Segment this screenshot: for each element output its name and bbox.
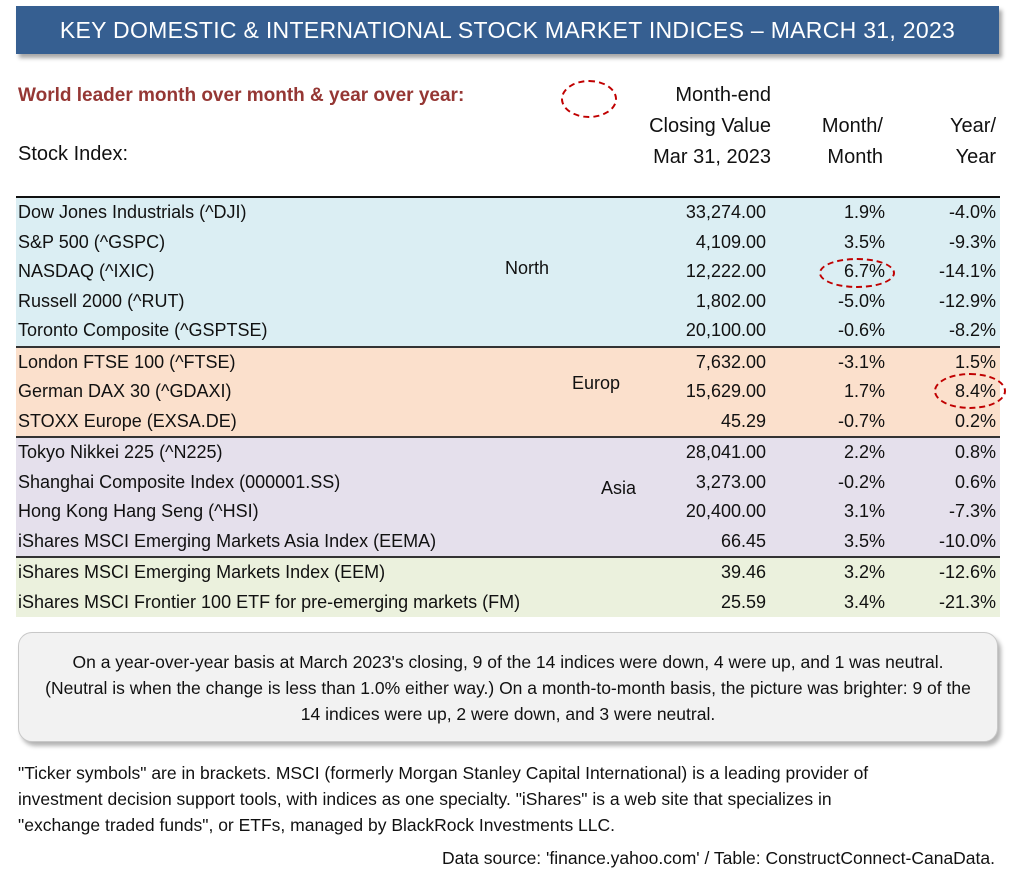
closing-value: 4,109.00 <box>695 231 766 252</box>
region-label-asia: Asia <box>601 478 637 498</box>
index-name: German DAX 30 (^GDAXI) <box>18 381 232 401</box>
closing-value: 45.29 <box>720 410 766 431</box>
table-row: Hong Kong Hang Seng (^HSI) 20,400.00 3.1% -… <box>16 497 1000 527</box>
month-over-month-change: 3.2% <box>843 562 885 582</box>
month-over-month-change: -0.2% <box>837 471 885 492</box>
data-source: Data source: 'finance.yahoo.com' / Table… <box>441 848 995 868</box>
index-name: Hong Kong Hang Seng (^HSI) <box>18 501 259 521</box>
month-over-month-change: 3.5% <box>843 231 885 252</box>
table-row: German DAX 30 (^GDAXI) 15,629.00 1.7% 8.4% <box>16 377 1000 407</box>
index-name: London FTSE 100 (^FTSE) <box>18 351 236 372</box>
month-over-month-change: 6.7% <box>843 261 885 281</box>
closing-value: 7,632.00 <box>695 351 766 372</box>
table-row: Russell 2000 (^RUT) 1,802.00 -5.0% -12.9% <box>16 287 1000 317</box>
month-over-month-change: 2.2% <box>843 442 885 462</box>
table-row: Toronto Composite (^GSPTSE) 20,100.00 -0.6… <box>16 316 1000 346</box>
group-europe: Europ London FTSE 100 (^FTSE) 7,632.00 -3.… <box>16 347 1006 438</box>
year-over-year-change: -8.2% <box>948 320 996 340</box>
header-month-over-month: Month/ Month <box>821 115 883 168</box>
year-over-year-change: 0.2% <box>954 410 996 431</box>
closing-value: 20,400.00 <box>685 501 766 521</box>
year-over-year-change: 8.4% <box>954 381 996 401</box>
closing-value: 28,041.00 <box>685 442 766 462</box>
closing-value: 15,629.00 <box>685 381 766 401</box>
index-name: Toronto Composite (^GSPTSE) <box>18 320 268 340</box>
mom-leader-circle <box>819 258 895 288</box>
yoy-leader-circle <box>934 372 1006 409</box>
closing-value: 33,274.00 <box>685 202 766 222</box>
region-label-north: North <box>505 258 550 278</box>
closing-value: 39.46 <box>720 562 766 582</box>
year-over-year-change: -14.1% <box>938 261 996 281</box>
world-leader-label: World leader month over month & year ove… <box>18 85 465 106</box>
closing-value: 66.45 <box>720 530 766 551</box>
closing-value: 1,802.00 <box>695 290 766 311</box>
index-name: Shanghai Composite Index (000001.SS) <box>18 471 341 492</box>
year-over-year-change: -12.6% <box>938 562 996 582</box>
group-asia: Asia Tokyo Nikkei 225 (^N225) 28,041.00 2.… <box>16 438 1000 558</box>
group-other: iShares MSCI Emerging Markets Index (EEM… <box>16 558 1000 617</box>
index-name: STOXX Europe (EXSA.DE) <box>18 410 237 431</box>
table-row: London FTSE 100 (^FTSE) 7,632.00 -3.1% 1.5% <box>16 348 1000 378</box>
closing-value: 20,100.00 <box>685 320 766 340</box>
region-label-europe: Europ <box>572 372 621 393</box>
header-stock-index: Stock Index: <box>18 143 129 165</box>
highlight-legend-circle <box>561 80 617 118</box>
year-over-year-change: 0.8% <box>954 442 996 462</box>
month-over-month-change: -3.1% <box>837 351 885 372</box>
year-over-year-change: 0.6% <box>954 471 996 492</box>
summary-note: On a year-over-year basis at March 2023'… <box>18 632 998 742</box>
month-over-month-change: -0.6% <box>837 320 885 340</box>
year-over-year-change: -7.3% <box>948 501 996 521</box>
month-over-month-change: 3.4% <box>843 591 885 612</box>
closing-value: 3,273.00 <box>695 471 766 492</box>
closing-value: 12,222.00 <box>685 261 766 281</box>
year-over-year-change: -4.0% <box>948 202 996 222</box>
table-row: iShares MSCI Frontier 100 ETF for pre-em… <box>16 588 1000 618</box>
table-row: S&P 500 (^GSPC) 4,109.00 3.5% -9.3% <box>16 228 1000 258</box>
index-name: Tokyo Nikkei 225 (^N225) <box>18 442 223 462</box>
year-over-year-change: -9.3% <box>948 231 996 252</box>
index-name: Dow Jones Industrials (^DJI) <box>18 202 247 222</box>
month-over-month-change: -0.7% <box>837 410 885 431</box>
year-over-year-change: -10.0% <box>938 530 996 551</box>
table-row: iShares MSCI Emerging Markets Asia Index… <box>16 527 1000 557</box>
closing-value: 25.59 <box>720 591 766 612</box>
index-name: Russell 2000 (^RUT) <box>18 290 185 311</box>
month-over-month-change: -5.0% <box>837 290 885 311</box>
header-year-over-year: Year/ Year <box>950 115 996 168</box>
header-closing-value: Month-end Closing Value Mar 31, 2023 <box>649 84 771 168</box>
table-row: NASDAQ (^IXIC) 12,222.00 6.7% -14.1% <box>16 257 1000 287</box>
footnote: "Ticker symbols" are in brackets. MSCI (… <box>18 763 869 835</box>
index-name: S&P 500 (^GSPC) <box>18 231 166 252</box>
group-north: North Dow Jones Industrials (^DJI) 33,274… <box>16 198 1000 348</box>
page-title: KEY DOMESTIC & INTERNATIONAL STOCK MARKE… <box>16 6 999 54</box>
index-name: iShares MSCI Emerging Markets Index (EEM… <box>18 562 386 582</box>
table-row: iShares MSCI Emerging Markets Index (EEM… <box>16 558 1000 588</box>
month-over-month-change: 1.7% <box>843 381 885 401</box>
month-over-month-change: 3.5% <box>843 530 885 551</box>
year-over-year-change: -12.9% <box>938 290 996 311</box>
indices-table: North Dow Jones Industrials (^DJI) 33,274… <box>16 196 1006 617</box>
table-row: Shanghai Composite Index (000001.SS) 3,27… <box>16 468 1000 498</box>
year-over-year-change: -21.3% <box>938 591 996 612</box>
month-over-month-change: 3.1% <box>843 501 885 521</box>
index-name: iShares MSCI Emerging Markets Asia Index… <box>18 530 437 551</box>
table-row: Tokyo Nikkei 225 (^N225) 28,041.00 2.2% 0.8… <box>16 438 1000 468</box>
year-over-year-change: 1.5% <box>954 351 996 372</box>
index-name: NASDAQ (^IXIC) <box>18 261 155 281</box>
month-over-month-change: 1.9% <box>843 202 885 222</box>
index-name: iShares MSCI Frontier 100 ETF for pre-em… <box>18 591 521 612</box>
table-row: Dow Jones Industrials (^DJI) 33,274.00 1.9… <box>16 198 1000 228</box>
table-row: STOXX Europe (EXSA.DE) 45.29 -0.7% 0.2% <box>16 407 1000 437</box>
